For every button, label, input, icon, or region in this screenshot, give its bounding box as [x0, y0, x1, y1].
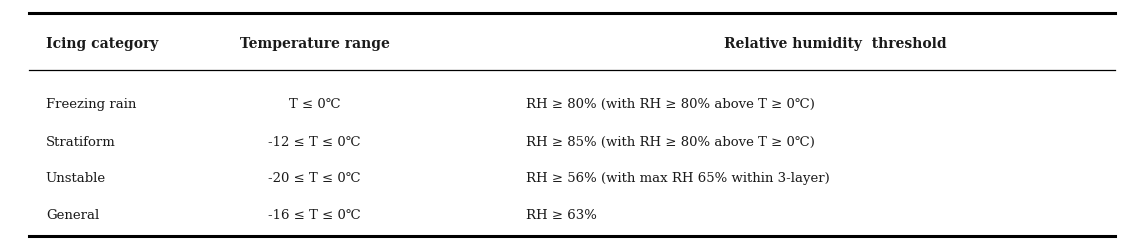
- Text: Relative humidity  threshold: Relative humidity threshold: [724, 37, 946, 51]
- Text: RH ≥ 80% (with RH ≥ 80% above T ≥ 0℃): RH ≥ 80% (with RH ≥ 80% above T ≥ 0℃): [526, 98, 816, 111]
- Text: Stratiform: Stratiform: [46, 136, 116, 149]
- Text: Freezing rain: Freezing rain: [46, 98, 136, 111]
- Text: T ≤ 0℃: T ≤ 0℃: [288, 98, 341, 111]
- Text: RH ≥ 63%: RH ≥ 63%: [526, 208, 597, 222]
- Text: RH ≥ 56% (with max RH 65% within 3-layer): RH ≥ 56% (with max RH 65% within 3-layer…: [526, 172, 831, 185]
- Text: Temperature range: Temperature range: [239, 37, 390, 51]
- Text: RH ≥ 85% (with RH ≥ 80% above T ≥ 0℃): RH ≥ 85% (with RH ≥ 80% above T ≥ 0℃): [526, 136, 816, 149]
- Text: Icing category: Icing category: [46, 37, 158, 51]
- Text: Unstable: Unstable: [46, 172, 106, 185]
- Text: General: General: [46, 208, 100, 222]
- Text: -12 ≤ T ≤ 0℃: -12 ≤ T ≤ 0℃: [269, 136, 360, 149]
- Text: -20 ≤ T ≤ 0℃: -20 ≤ T ≤ 0℃: [269, 172, 360, 185]
- Text: -16 ≤ T ≤ 0℃: -16 ≤ T ≤ 0℃: [268, 208, 362, 222]
